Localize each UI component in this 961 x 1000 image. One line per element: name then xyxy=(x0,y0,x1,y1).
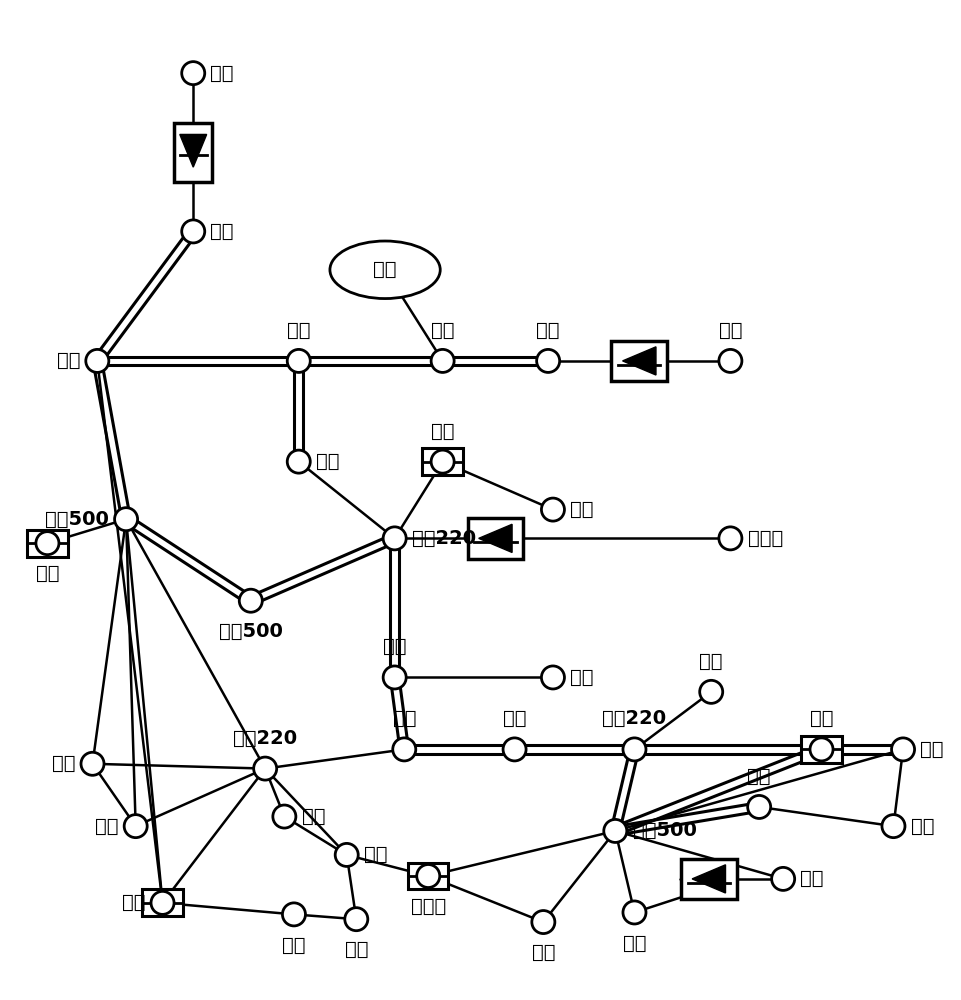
Circle shape xyxy=(623,901,646,924)
Circle shape xyxy=(431,450,454,473)
Text: 南桥220: 南桥220 xyxy=(411,529,476,548)
Circle shape xyxy=(809,738,832,761)
Polygon shape xyxy=(180,134,207,167)
Text: 惠南: 惠南 xyxy=(699,652,723,671)
Circle shape xyxy=(718,527,741,550)
Circle shape xyxy=(541,666,564,689)
Circle shape xyxy=(881,815,904,838)
Text: 泗泾: 泗泾 xyxy=(286,321,310,340)
Circle shape xyxy=(182,220,205,243)
Bar xyxy=(611,341,666,381)
Text: 泰日: 泰日 xyxy=(570,668,593,687)
Bar xyxy=(680,859,736,899)
Circle shape xyxy=(503,738,526,761)
Circle shape xyxy=(747,795,770,818)
Circle shape xyxy=(699,680,722,703)
Text: 金阳: 金阳 xyxy=(302,807,325,826)
Circle shape xyxy=(541,498,564,521)
Polygon shape xyxy=(622,347,655,375)
Text: 远东500: 远东500 xyxy=(632,821,696,840)
Ellipse shape xyxy=(330,241,440,299)
Polygon shape xyxy=(691,865,725,893)
Circle shape xyxy=(182,62,205,85)
Text: 华新: 华新 xyxy=(536,321,559,340)
Circle shape xyxy=(334,843,357,866)
Circle shape xyxy=(287,349,310,372)
Text: 海洋: 海洋 xyxy=(920,740,943,759)
Text: 枫泾: 枫泾 xyxy=(210,222,234,241)
Circle shape xyxy=(283,903,306,926)
Circle shape xyxy=(344,908,367,931)
Text: 临燃: 临燃 xyxy=(809,709,832,728)
Text: 黄渡: 黄渡 xyxy=(431,321,454,340)
Circle shape xyxy=(287,450,310,473)
Bar xyxy=(407,863,448,889)
Circle shape xyxy=(623,738,646,761)
Text: 金山: 金山 xyxy=(363,845,387,864)
Text: 葛洲坝: 葛洲坝 xyxy=(747,529,782,548)
Text: 亭大: 亭大 xyxy=(503,709,526,728)
Text: 漕泾: 漕泾 xyxy=(122,893,145,912)
Text: 亭卫500: 亭卫500 xyxy=(45,510,109,529)
Circle shape xyxy=(536,349,559,372)
Circle shape xyxy=(431,349,454,372)
Text: 宜都: 宜都 xyxy=(718,321,741,340)
Bar xyxy=(467,518,523,559)
Text: 金山煤: 金山煤 xyxy=(410,897,445,916)
Text: 农园: 农园 xyxy=(382,637,406,656)
Text: 亭卫220: 亭卫220 xyxy=(233,728,297,747)
Circle shape xyxy=(254,757,277,780)
Circle shape xyxy=(382,527,406,550)
Text: 新余: 新余 xyxy=(315,452,339,471)
Circle shape xyxy=(151,891,174,914)
Text: 江海: 江海 xyxy=(392,709,415,728)
Circle shape xyxy=(718,349,741,372)
Text: 合兴: 合兴 xyxy=(52,754,75,773)
Bar xyxy=(174,123,212,182)
Text: 目华: 目华 xyxy=(95,817,118,836)
Text: 团林: 团林 xyxy=(210,64,234,83)
Text: 复龙: 复龙 xyxy=(800,869,823,888)
Circle shape xyxy=(86,349,109,372)
Circle shape xyxy=(81,752,104,775)
Text: 远东220: 远东220 xyxy=(602,709,666,728)
Circle shape xyxy=(891,738,914,761)
Text: 石化: 石化 xyxy=(344,940,368,959)
Text: 三林: 三林 xyxy=(531,943,554,962)
Circle shape xyxy=(416,865,439,888)
Polygon shape xyxy=(479,524,511,552)
Circle shape xyxy=(273,805,296,828)
Text: 江苏: 江苏 xyxy=(373,260,397,279)
Text: 浦江: 浦江 xyxy=(570,500,593,519)
Text: 银河: 银河 xyxy=(282,935,306,954)
Circle shape xyxy=(124,815,147,838)
Circle shape xyxy=(604,819,627,842)
Circle shape xyxy=(392,738,415,761)
Text: 上漕: 上漕 xyxy=(36,564,60,583)
Bar xyxy=(801,736,841,763)
Text: 顾路: 顾路 xyxy=(747,767,770,786)
Text: 南桥500: 南桥500 xyxy=(218,622,283,641)
Bar xyxy=(422,448,462,475)
Circle shape xyxy=(36,532,59,555)
Text: 闵行: 闵行 xyxy=(431,422,454,441)
Bar xyxy=(27,530,67,557)
Circle shape xyxy=(382,666,406,689)
Text: 奉贤: 奉贤 xyxy=(622,934,646,953)
Text: 临港: 临港 xyxy=(910,817,933,836)
Circle shape xyxy=(531,911,554,934)
Circle shape xyxy=(771,867,794,890)
Circle shape xyxy=(239,589,262,612)
Bar xyxy=(142,889,183,916)
Text: 练塘: 练塘 xyxy=(57,351,80,370)
Circle shape xyxy=(114,508,137,531)
